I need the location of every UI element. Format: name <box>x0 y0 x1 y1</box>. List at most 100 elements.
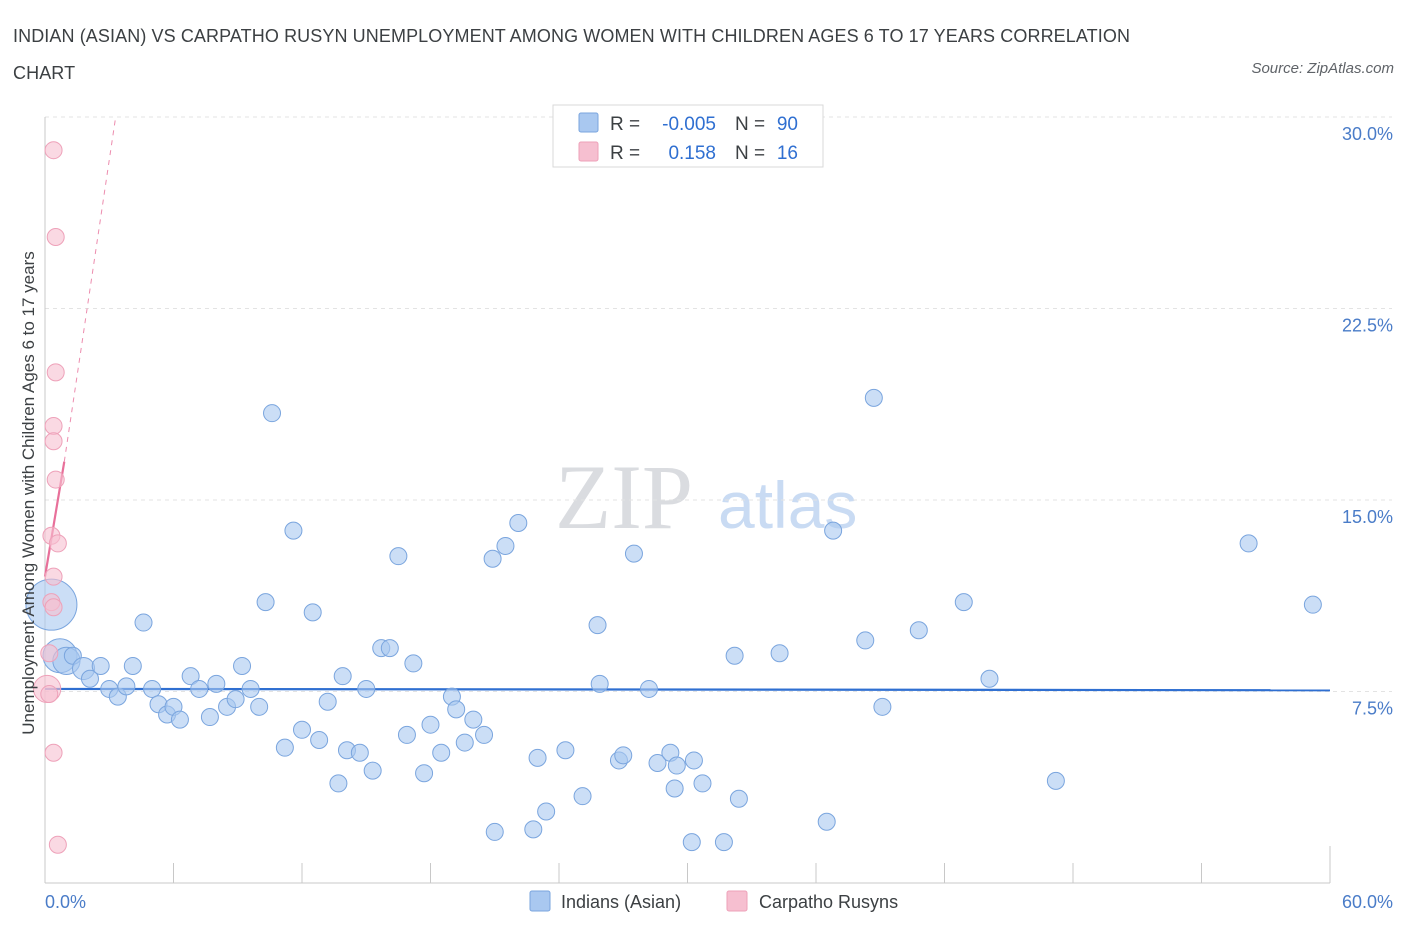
indian-point-10 <box>123 656 142 675</box>
legend-r-label-rusyns: R = <box>610 143 640 164</box>
indian-point-53 <box>483 549 502 568</box>
legend-swatch-rusyns <box>578 141 599 162</box>
indian-point-34 <box>329 774 348 793</box>
indian-point-38 <box>357 679 376 698</box>
data-points <box>25 141 1322 854</box>
indian-point-28 <box>275 738 294 757</box>
indian-point-58 <box>528 748 547 767</box>
indian-point-56 <box>509 513 528 532</box>
indian-point-19 <box>200 708 219 727</box>
indian-point-81 <box>856 631 875 650</box>
gridlines <box>45 116 1392 692</box>
chart-title: INDIAN (ASIAN) VS CARPATHO RUSYN UNEMPLO… <box>13 26 1131 83</box>
source-label: Source: ZipAtlas.com <box>1251 60 1394 77</box>
indian-point-46 <box>421 715 440 734</box>
rusyn-point-8 <box>46 363 65 382</box>
indian-point-41 <box>380 639 399 658</box>
indian-point-22 <box>226 690 245 709</box>
rusyn-point-9 <box>44 416 63 435</box>
y-tick-label-0: 7.5% <box>1352 699 1393 719</box>
indian-point-73 <box>682 833 701 852</box>
indian-point-27 <box>263 404 282 423</box>
indian-trend-line <box>44 687 1331 692</box>
rusyn-point-15 <box>40 644 59 663</box>
rusyn-point-1 <box>40 685 59 704</box>
indian-point-49 <box>447 700 466 719</box>
indian-point-32 <box>310 731 329 750</box>
indian-point-30 <box>293 720 311 739</box>
indian-point-79 <box>817 812 836 831</box>
indian-point-77 <box>729 789 748 808</box>
bottom-legend-label-indians: Indians (Asian) <box>561 892 681 912</box>
indian-point-5 <box>80 669 99 688</box>
trend-lines <box>43 116 1331 692</box>
indian-point-63 <box>588 616 607 635</box>
indian-point-83 <box>873 697 892 716</box>
y-tick-label-1: 15.0% <box>1342 507 1393 527</box>
watermark-zip: ZIP <box>555 446 693 548</box>
x-tick-label-min: 0.0% <box>45 892 86 912</box>
indian-point-68 <box>648 753 667 772</box>
indian-point-75 <box>714 833 733 852</box>
rusyn-point-4 <box>44 567 63 586</box>
indian-point-52 <box>475 725 494 744</box>
y-axis-title: Unemployment Among Women with Children A… <box>19 251 38 735</box>
indian-point-25 <box>250 697 269 716</box>
indian-point-62 <box>590 674 609 693</box>
y-tick-label-2: 22.5% <box>1342 316 1393 336</box>
indian-point-85 <box>954 593 973 612</box>
rusyn-point-6 <box>44 141 63 160</box>
bottom-legend-swatch-indians <box>529 890 551 912</box>
bottom-legend-label-rusyns: Carpatho Rusyns <box>759 892 898 912</box>
indian-point-45 <box>415 764 434 783</box>
indian-point-11 <box>134 613 153 632</box>
indian-point-17 <box>181 667 200 686</box>
legend-n-value-rusyns: 16 <box>777 143 798 164</box>
legend-n-label-indians: N = <box>735 114 765 135</box>
indian-point-9 <box>117 677 136 696</box>
indian-point-51 <box>464 710 483 729</box>
bottom-legend-swatch-rusyns <box>726 890 748 912</box>
indian-point-66 <box>624 544 643 563</box>
indian-point-82 <box>864 388 883 407</box>
indian-point-29 <box>284 521 303 540</box>
indian-point-23 <box>233 656 252 675</box>
indian-point-55 <box>496 536 515 555</box>
rusyn-point-14 <box>48 835 67 854</box>
indian-point-24 <box>241 679 260 698</box>
indian-point-74 <box>693 774 712 793</box>
indian-point-47 <box>432 743 451 762</box>
indian-point-80 <box>824 521 843 540</box>
indian-point-78 <box>770 644 789 663</box>
indian-point-67 <box>639 679 658 698</box>
indian-point-39 <box>363 761 382 780</box>
y-tick-label-3: 30.0% <box>1342 124 1393 144</box>
rusyn-point-5 <box>44 598 63 617</box>
indian-point-70 <box>665 779 684 798</box>
rusyn-point-12 <box>48 534 67 553</box>
indian-point-61 <box>573 787 592 806</box>
indian-point-71 <box>667 756 686 775</box>
rusyn-point-7 <box>46 228 65 247</box>
indian-point-84 <box>909 621 928 640</box>
indian-point-37 <box>350 743 369 762</box>
indian-point-18 <box>190 679 209 698</box>
indian-point-42 <box>389 547 408 566</box>
indian-point-6 <box>91 656 110 675</box>
rusyn-point-13 <box>44 743 63 762</box>
indian-point-20 <box>207 674 226 693</box>
indian-point-65 <box>614 746 633 765</box>
legend-n-label-rusyns: N = <box>735 143 765 164</box>
indian-point-31 <box>303 603 322 622</box>
indian-point-44 <box>404 654 423 673</box>
indian-point-72 <box>684 751 703 770</box>
x-tick-label-max: 60.0% <box>1342 892 1393 912</box>
indian-point-87 <box>1046 771 1065 790</box>
legend-swatch-indians <box>578 112 599 133</box>
legend-r-value-indians: -0.005 <box>662 114 716 135</box>
legend-r-value-rusyns: 0.158 <box>668 143 716 164</box>
legend-r-label-indians: R = <box>610 114 640 135</box>
indian-point-89 <box>1303 595 1322 614</box>
indian-point-54 <box>485 822 504 841</box>
